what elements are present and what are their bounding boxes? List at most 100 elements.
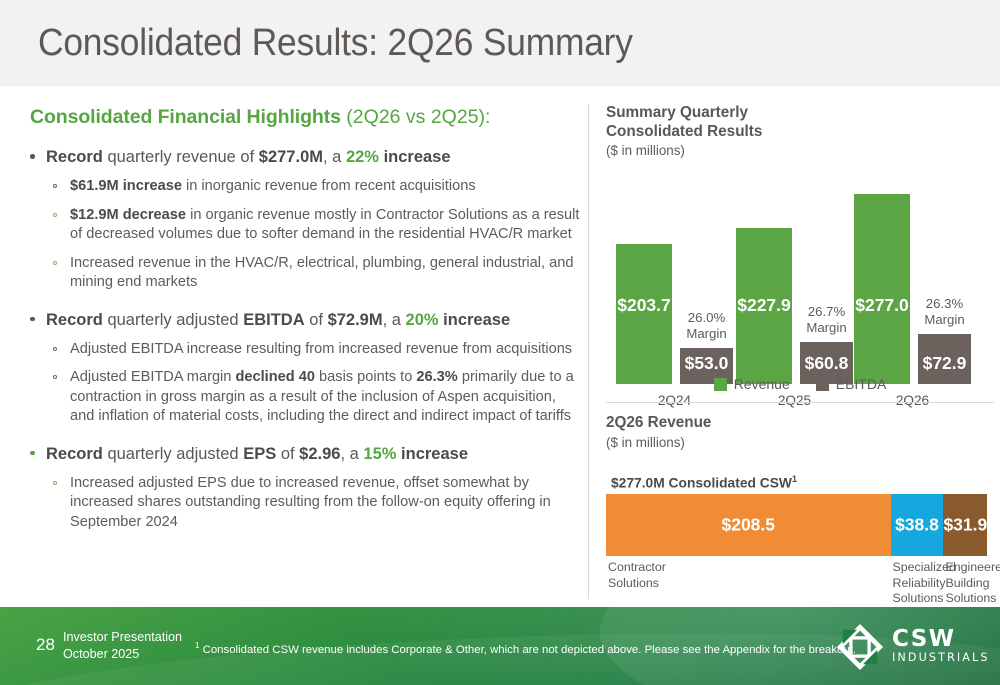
revenue-panel-units: ($ in millions) <box>606 434 685 450</box>
subbullet-marker-icon <box>53 346 57 351</box>
margin-annotation: 26.3% Margin <box>915 296 974 328</box>
revenue-panel-title: 2Q26 Revenue <box>606 414 712 431</box>
ebitda-bar-value: $72.9 <box>922 353 967 373</box>
legend-label: EBITDA <box>835 376 887 392</box>
highlight-subbullet: Increased adjusted EPS due to increased … <box>46 474 582 533</box>
revenue-segment-label-line: Solutions <box>608 575 659 590</box>
footnote-body: Consolidated CSW revenue includes Corpor… <box>199 643 857 656</box>
subbullet-marker-icon <box>53 260 57 265</box>
revenue-bar-rect <box>736 228 792 384</box>
logo-primary-text: CSW <box>892 626 956 652</box>
ebitda-bar-value: $53.0 <box>684 353 729 373</box>
revenue-segment-value: $208.5 <box>721 514 776 535</box>
deck-date: October 2025 <box>63 646 140 661</box>
deck-info: Investor Presentation October 2025 <box>63 629 182 662</box>
highlight-subbullet-text: Increased revenue in the HVAC/R, electri… <box>70 254 574 291</box>
legend-label: Revenue <box>733 376 790 392</box>
revenue-bar: $227.9 <box>736 228 792 384</box>
revenue-stacked-bar: $208.5 $38.8 $31.9 <box>606 494 988 557</box>
highlight-subbullet-list: Increased adjusted EPS due to increased … <box>46 474 582 533</box>
subbullet-marker-icon <box>53 375 57 379</box>
quarterly-bar-chart: $203.7 $53.0 26.0% Margin 2Q24 $227.9 $60.8 26.… <box>606 167 994 412</box>
highlight-bullet-text: Record quarterly revenue of $277.0M, a 2… <box>46 148 451 166</box>
highlight-subbullet: Adjusted EBITDA margin declined 40 basis… <box>46 368 582 427</box>
margin-word: Margin <box>806 320 847 335</box>
highlight-bullet-text: Record quarterly adjusted EPS of $2.96, … <box>46 444 468 463</box>
quarterly-chart-title-line1: Summary Quarterly <box>606 104 748 121</box>
revenue-segment-label-line: Specialized <box>892 560 956 575</box>
revenue-bar: $203.7 <box>616 244 672 384</box>
bullet-marker-icon <box>30 154 35 159</box>
bullet-marker-icon <box>30 316 35 321</box>
subbullet-marker-icon <box>53 184 57 188</box>
x-axis-tick: 2Q24 <box>657 393 692 408</box>
highlight-subbullet-list: $61.9M increase in inorganic revenue fro… <box>46 177 582 293</box>
ebitda-bar-rect <box>918 334 971 384</box>
highlight-subbullet-text: Adjusted EBITDA increase resulting from … <box>70 340 573 357</box>
x-axis-tick: 2Q26 <box>895 393 930 408</box>
quarterly-chart-header: Summary Quarterly Consolidated Results (… <box>606 104 994 160</box>
revenue-segment-labels: Contractor Solutions Specialized Reliabilit… <box>606 560 1000 620</box>
revenue-segment-label-line: Building <box>945 575 990 590</box>
subbullet-marker-icon <box>53 212 57 217</box>
revenue-segment-label-line: Engineered <box>945 560 1000 575</box>
legend-swatch-icon <box>713 378 727 391</box>
ebitda-bar: $53.0 <box>680 348 733 384</box>
footnote-sup: 1 <box>195 641 200 650</box>
revenue-bar-rect <box>854 194 910 384</box>
highlight-bullet: Record quarterly adjusted EPS of $2.96, … <box>22 443 582 533</box>
charts-panel: Summary Quarterly Consolidated Results (… <box>606 104 1000 605</box>
legend-item: Revenue <box>713 376 790 392</box>
bullet-marker-icon <box>30 450 35 455</box>
revenue-segment-label-line: Solutions <box>945 591 997 606</box>
revenue-bar-rect <box>616 244 672 384</box>
legend-item: EBITDA <box>815 376 887 392</box>
margin-percent: 26.7% <box>807 304 846 319</box>
margin-word: Margin <box>686 326 727 341</box>
revenue-segment-label-line: Contractor <box>608 560 666 575</box>
highlights-panel: Consolidated Financial Highlights (2Q26 … <box>22 104 582 599</box>
ebitda-bar-rect <box>800 342 853 384</box>
quarterly-chart-units: ($ in millions) <box>606 143 685 158</box>
footer-decoration-highlight <box>600 607 1000 685</box>
highlights-heading-strong: Consolidated Financial Highlights <box>30 106 341 128</box>
revenue-bar-value: $277.0 <box>855 295 909 315</box>
revenue-breakdown-panel: 2Q26 Revenue ($ in millions) $277.0M Con… <box>606 414 1000 620</box>
legend-swatch-icon <box>815 378 829 391</box>
highlight-subbullet-text: Adjusted EBITDA margin declined 40 basis… <box>70 369 574 424</box>
header-band <box>0 0 1000 86</box>
ebitda-bar: $72.9 <box>918 334 971 384</box>
column-divider <box>588 104 589 599</box>
highlight-subbullet-text: $61.9M increase in inorganic revenue fro… <box>70 178 476 194</box>
revenue-segment: $31.9 <box>943 494 988 557</box>
page-number: 28 <box>36 635 55 654</box>
logo-wordmark: CSW INDUSTRIALS <box>892 627 990 664</box>
margin-percent: 26.0% <box>687 310 726 325</box>
highlight-bullet: Record quarterly revenue of $277.0M, a 2… <box>22 146 582 293</box>
csw-industrials-logo: CSW INDUSTRIALS <box>836 622 987 672</box>
quarterly-chart-title-line2: Consolidated Results <box>606 122 763 140</box>
highlights-bullet-list: Record quarterly revenue of $277.0M, a 2… <box>22 146 582 532</box>
revenue-total-amount: $277.0M <box>611 475 665 491</box>
highlight-bullet: Record quarterly adjusted EBITDA of $72.… <box>22 309 582 427</box>
deck-title: Investor Presentation <box>63 630 183 644</box>
revenue-segment: $38.8 <box>890 494 944 557</box>
revenue-segment-label: Specialized Reliability Solutions <box>893 560 956 607</box>
highlight-subbullet: Adjusted EBITDA increase resulting from … <box>46 340 582 360</box>
highlight-subbullet-list: Adjusted EBITDA increase resulting from … <box>46 340 582 427</box>
revenue-segment-value: $31.9 <box>943 514 988 535</box>
revenue-total-text: Consolidated CSW <box>668 475 792 491</box>
highlight-subbullet: $61.9M increase in inorganic revenue fro… <box>46 177 582 197</box>
revenue-segment-label: EngineeredBuildingSolutions <box>945 560 1000 607</box>
footnote-text: 1 Consolidated CSW revenue includes Corp… <box>195 641 856 656</box>
highlights-heading: Consolidated Financial Highlights (2Q26 … <box>30 104 582 130</box>
csw-diamond-icon <box>836 623 884 671</box>
ebitda-bar-value: $60.8 <box>804 353 849 373</box>
revenue-bar-value: $227.9 <box>737 295 791 315</box>
page-title: Consolidated Results: 2Q26 Summary <box>38 22 633 64</box>
highlight-subbullet-text: Increased adjusted EPS due to increased … <box>70 474 551 530</box>
chart-legend: Revenue EBITDA <box>606 376 994 392</box>
highlight-subbullet-text: $12.9M decrease in organic revenue mostl… <box>70 206 580 243</box>
margin-annotation: 26.0% Margin <box>677 310 736 342</box>
ebitda-bar: $60.8 <box>800 342 853 384</box>
